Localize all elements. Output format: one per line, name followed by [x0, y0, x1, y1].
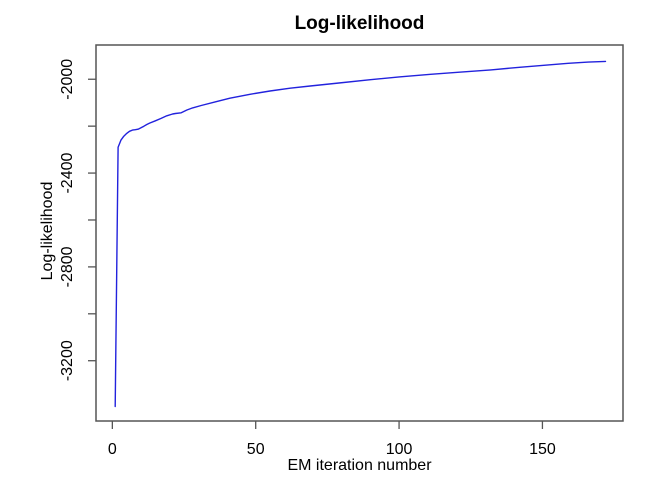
x-axis-label: EM iteration number — [287, 457, 432, 474]
y-tick-label: -2000 — [59, 59, 76, 100]
chart-title: Log-likelihood — [294, 13, 425, 34]
x-tick-label: 0 — [108, 441, 117, 458]
x-tick-label: 50 — [247, 441, 265, 458]
y-tick-label: -2800 — [59, 246, 76, 287]
y-axis-label: Log-likelihood — [39, 181, 56, 281]
x-tick-label: 150 — [529, 441, 556, 458]
y-tick-label: -3200 — [59, 340, 76, 381]
loglikelihood-line — [114, 60, 607, 408]
y-tick-label: -2400 — [59, 153, 76, 194]
x-tick-label: 100 — [386, 441, 413, 458]
plot-box — [95, 44, 624, 422]
